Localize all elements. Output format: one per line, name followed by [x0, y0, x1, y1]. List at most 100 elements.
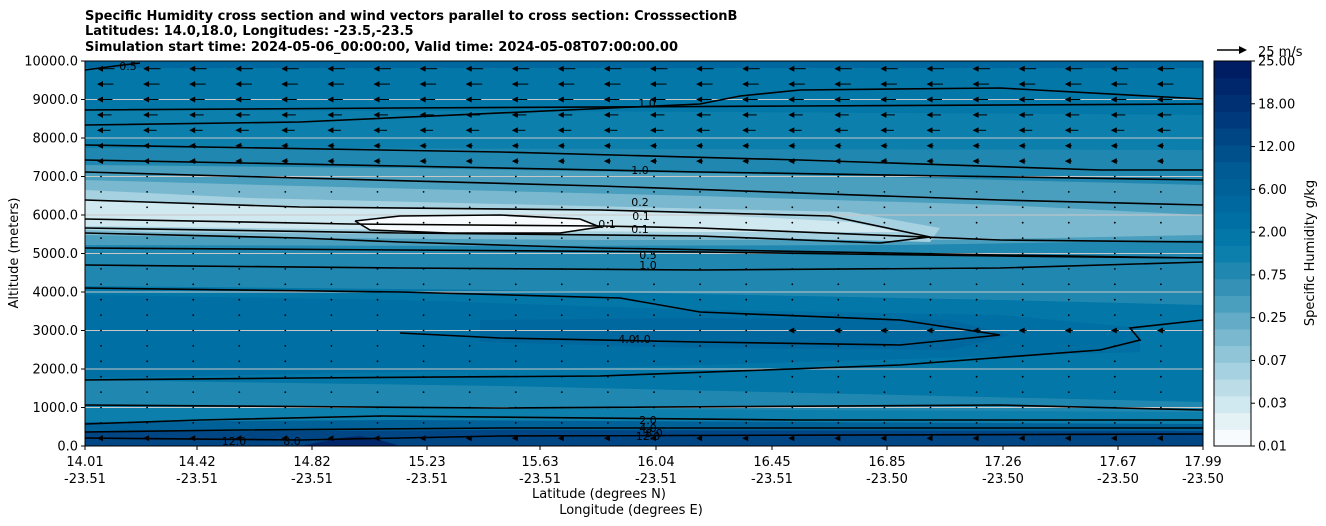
wind-vector — [650, 435, 656, 442]
wind-vector — [192, 391, 195, 393]
wind-vector — [1067, 237, 1070, 240]
wind-vector — [468, 206, 471, 209]
wind-vector — [284, 406, 287, 409]
wind-vector — [1160, 237, 1162, 240]
wind-vector — [1156, 142, 1164, 149]
wind-vector — [514, 298, 517, 301]
wind-vector — [1064, 111, 1080, 118]
wind-vector — [376, 360, 379, 363]
wind-vector — [699, 406, 701, 409]
wind-vector — [376, 237, 379, 240]
wind-vector — [975, 175, 978, 178]
wind-vector — [653, 252, 655, 255]
wind-vector — [419, 127, 434, 134]
x-tick-label-latitude: 16.04 — [637, 455, 674, 470]
colorbar-swatch — [1214, 295, 1251, 313]
wind-vector — [465, 158, 473, 165]
wind-vector — [143, 127, 157, 134]
wind-vector — [929, 252, 932, 255]
wind-vector — [745, 252, 748, 255]
wind-vector — [560, 252, 563, 255]
wind-vector — [514, 283, 517, 286]
wind-vector — [880, 127, 894, 134]
wind-vector — [972, 142, 980, 149]
wind-vector — [146, 345, 149, 347]
wind-vector — [788, 142, 796, 149]
wind-vector — [514, 360, 517, 363]
wind-vector — [975, 375, 978, 378]
wind-vector — [281, 127, 295, 134]
wind-vector — [742, 65, 760, 72]
wind-vector — [929, 298, 932, 301]
wind-vector — [465, 96, 482, 103]
wind-vector — [650, 65, 668, 72]
wind-vector — [653, 360, 655, 363]
wind-vector — [511, 81, 529, 88]
wind-vector — [376, 406, 379, 409]
wind-vector — [468, 422, 471, 424]
wind-vector — [1064, 435, 1071, 442]
wind-vector — [929, 345, 932, 347]
wind-vector — [653, 175, 655, 178]
wind-vector — [1156, 158, 1164, 165]
wind-vector — [1018, 435, 1025, 442]
wind-vector — [1021, 406, 1024, 409]
plot-area: 0.51.01.00.20.10.10.10.51.04.04.02.04.08… — [84, 60, 1204, 448]
wind-vector — [1160, 360, 1162, 363]
wind-vector — [146, 175, 149, 178]
wind-vector — [100, 252, 102, 255]
wind-vector — [837, 268, 840, 270]
wind-vector — [972, 81, 990, 88]
wind-vector — [834, 327, 843, 334]
wind-vector — [1064, 327, 1073, 334]
x-tick-label-latitude: 17.67 — [1099, 455, 1136, 470]
wind-vector — [514, 406, 517, 409]
wind-vector — [926, 327, 935, 334]
y-tick-label: 7000.0 — [33, 170, 79, 185]
wind-vector — [557, 435, 564, 442]
colorbar-swatch — [1214, 94, 1251, 112]
wind-vector — [514, 422, 517, 424]
wind-vector — [791, 298, 794, 301]
wind-vector — [699, 191, 701, 193]
wind-vector — [419, 142, 427, 149]
wind-vector — [100, 345, 102, 347]
wind-vector — [1110, 435, 1117, 442]
wind-vector — [235, 65, 253, 72]
wind-vector — [192, 345, 195, 347]
wind-vector — [837, 406, 840, 409]
wind-vector — [100, 314, 102, 316]
wind-vector — [1160, 422, 1162, 424]
wind-vector — [880, 81, 897, 88]
contour-line — [85, 427, 1203, 433]
wind-vector — [238, 237, 241, 240]
wind-vector — [653, 221, 655, 224]
wind-vector — [373, 142, 381, 149]
wind-vector — [1110, 111, 1126, 118]
wind-vector — [560, 375, 563, 378]
y-axis: 0.0 1000.0 2000.0 3000.0 4000.0 5000.0 6000.0 7… — [24, 55, 85, 455]
wind-vector — [1021, 237, 1024, 240]
wind-vector — [975, 237, 978, 240]
x-tick-label-longitude: -23.51 — [406, 472, 448, 487]
wind-vector — [883, 191, 886, 193]
wind-vector — [650, 111, 665, 118]
colorbar-swatch — [1214, 362, 1251, 380]
wind-vector — [880, 158, 888, 165]
contour-line — [85, 159, 1203, 181]
wind-vector — [1067, 422, 1070, 424]
wind-vector — [699, 360, 701, 363]
x-tick-label-longitude: -23.50 — [1182, 472, 1224, 487]
wind-vector — [238, 221, 241, 224]
wind-vector — [837, 237, 840, 240]
wind-vector — [975, 252, 978, 255]
wind-vector — [1113, 283, 1116, 286]
wind-vector — [607, 406, 609, 409]
wind-vector — [1067, 391, 1070, 393]
wind-vector — [975, 360, 978, 363]
wind-vector — [696, 127, 710, 134]
wind-vector — [696, 81, 713, 88]
x-tick-label-latitude: 14.01 — [66, 455, 103, 470]
wind-vector — [880, 435, 887, 442]
wind-vector — [284, 206, 287, 209]
